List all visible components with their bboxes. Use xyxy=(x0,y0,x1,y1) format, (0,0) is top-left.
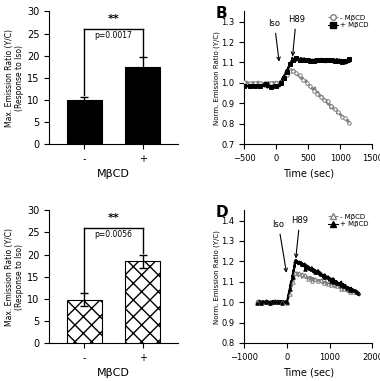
Text: Iso: Iso xyxy=(272,220,287,272)
Text: p=0.0017: p=0.0017 xyxy=(95,31,132,40)
Text: B: B xyxy=(216,6,228,21)
Text: **: ** xyxy=(108,14,119,24)
Text: p=0.0056: p=0.0056 xyxy=(95,230,133,239)
X-axis label: Time (sec): Time (sec) xyxy=(283,168,334,178)
Text: D: D xyxy=(216,205,229,220)
Y-axis label: Norm. Emission Ratio (Y/C): Norm. Emission Ratio (Y/C) xyxy=(213,230,220,323)
Text: Iso: Iso xyxy=(268,19,280,61)
Text: H89: H89 xyxy=(288,15,305,55)
Bar xyxy=(125,67,160,144)
Text: **: ** xyxy=(108,213,119,223)
Legend: - MβCD, + MβCD: - MβCD, + MβCD xyxy=(328,15,369,28)
Bar xyxy=(125,261,160,343)
Y-axis label: Max. Emission Ratio (Y/C)
(Response to Iso): Max. Emission Ratio (Y/C) (Response to I… xyxy=(5,227,24,326)
X-axis label: Time (sec): Time (sec) xyxy=(283,367,334,377)
Bar xyxy=(67,299,102,343)
Y-axis label: Norm. Emission Ratio (Y/C): Norm. Emission Ratio (Y/C) xyxy=(213,31,220,125)
Text: H89: H89 xyxy=(291,216,308,257)
X-axis label: MβCD: MβCD xyxy=(97,169,130,179)
Legend: - MβCD, + MβCD: - MβCD, + MβCD xyxy=(328,214,369,227)
Y-axis label: Max. Emission Ratio (Y/C)
(Response to Iso): Max. Emission Ratio (Y/C) (Response to I… xyxy=(5,29,24,127)
X-axis label: MβCD: MβCD xyxy=(97,368,130,378)
Bar xyxy=(67,100,102,144)
